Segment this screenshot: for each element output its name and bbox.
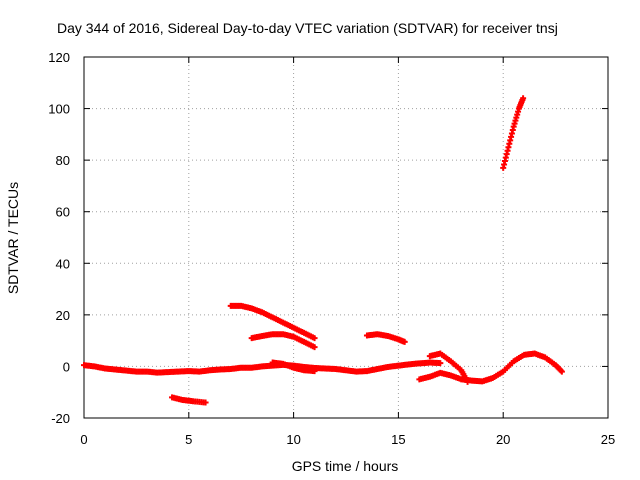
y-tick-label: 40 (56, 256, 70, 271)
grid (84, 57, 608, 418)
data-series (169, 394, 209, 406)
data-point (401, 338, 408, 345)
data-point (437, 360, 444, 367)
data-point (311, 368, 318, 375)
data-point (202, 399, 209, 406)
data-series (363, 331, 408, 345)
x-tick-label: 10 (286, 432, 300, 447)
data-series (248, 331, 318, 351)
data-series (269, 359, 318, 375)
data-point (520, 95, 527, 102)
x-tick-label: 5 (185, 432, 192, 447)
data-point (558, 368, 565, 375)
plot-frame (83, 56, 609, 419)
data-points (81, 95, 565, 406)
x-tick-label: 20 (496, 432, 510, 447)
data-series (227, 302, 318, 342)
y-tick-label: 120 (48, 50, 70, 65)
chart-title: Day 344 of 2016, Sidereal Day-to-day VTE… (57, 20, 558, 36)
data-point (311, 344, 318, 351)
y-tick-label: 60 (56, 205, 70, 220)
data-point (311, 335, 318, 342)
data-series (81, 359, 444, 376)
ticks: 0 5 10 15 20 25 -20 0 20 40 60 80 100 120 (48, 50, 615, 447)
x-tick-label: 0 (80, 432, 87, 447)
y-axis-label: SDTVAR / TECUs (5, 182, 21, 294)
data-series (500, 95, 527, 171)
x-tick-label: 25 (601, 432, 615, 447)
y-tick-label: 0 (63, 359, 70, 374)
data-point (464, 378, 471, 385)
x-axis-label: GPS time / hours (292, 458, 399, 474)
x-tick-label: 15 (391, 432, 405, 447)
data-series (426, 350, 471, 385)
y-tick-label: 80 (56, 153, 70, 168)
y-tick-label: 20 (56, 308, 70, 323)
data-series (416, 350, 565, 385)
y-tick-label: -20 (51, 411, 70, 426)
y-tick-label: 100 (48, 102, 70, 117)
